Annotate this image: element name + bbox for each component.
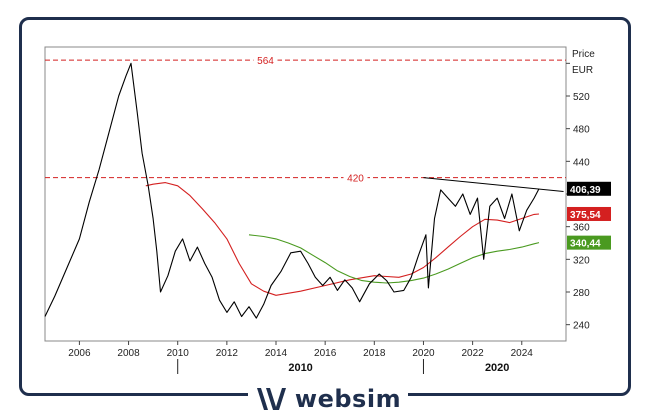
- x-tick-label: 2024: [511, 348, 534, 359]
- ma-red-series-line: [145, 182, 540, 296]
- ma-green-series-line: [248, 234, 540, 284]
- last-price-badge-bg: [567, 181, 611, 196]
- x-tick-label: 2010: [167, 348, 190, 359]
- ma-red-badge-bg: [567, 206, 611, 221]
- ma-green-badge-bg: [567, 235, 611, 250]
- decade-label: 2010: [288, 362, 312, 374]
- y-tick-label: 480: [573, 125, 590, 136]
- x-tick-label: 2012: [216, 348, 239, 359]
- x-tick-label: 2014: [265, 348, 288, 359]
- reference-label-bg: [253, 54, 278, 66]
- price-series-line: [44, 62, 540, 319]
- ma-green-badge: 340,44: [570, 239, 601, 250]
- ma-red-badge: 375,54: [570, 210, 601, 221]
- websim-logo-icon: [256, 388, 286, 410]
- x-tick-label: 2020: [412, 348, 435, 359]
- y-tick-label: 320: [573, 255, 590, 266]
- decade-label: 2020: [485, 362, 509, 374]
- y-axis-title: Price: [572, 49, 595, 60]
- brand-logo: websim: [248, 382, 408, 416]
- last-price-badge: 406,39: [570, 185, 601, 196]
- reference-label: 564: [257, 56, 274, 67]
- resistance-trendline: [423, 177, 564, 193]
- x-tick-label: 2016: [314, 348, 337, 359]
- y-tick-label: 360: [573, 223, 590, 234]
- plot-border: [44, 46, 567, 342]
- y-tick-label: 280: [573, 288, 590, 299]
- y-tick-label: 440: [573, 157, 590, 168]
- x-tick-label: 2022: [461, 348, 484, 359]
- x-tick-label: 2018: [363, 348, 386, 359]
- x-tick-label: 2008: [117, 348, 140, 359]
- plot-area: 240 280 320 360 440 480 520 2006 2008 2010 2012 201…: [44, 46, 611, 374]
- reference-label-bg: [343, 171, 368, 183]
- brand-name: websim: [294, 385, 402, 413]
- x-tick-label: 2006: [68, 348, 91, 359]
- y-axis-unit: EUR: [572, 65, 593, 76]
- y-tick-label: 520: [573, 92, 590, 103]
- reference-label: 420: [347, 174, 364, 185]
- y-tick-label: 240: [573, 321, 590, 332]
